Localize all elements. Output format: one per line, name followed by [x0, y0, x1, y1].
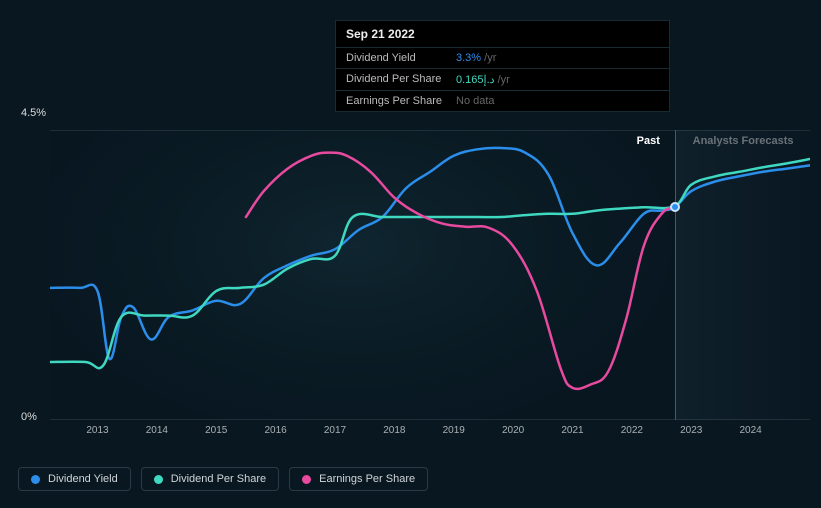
tooltip-date: Sep 21 2022 — [336, 21, 669, 48]
x-axis-tick: 2023 — [680, 425, 702, 436]
chart-lines — [50, 130, 810, 420]
x-axis-tick: 2013 — [86, 425, 108, 436]
legend-item[interactable]: Dividend Yield — [18, 467, 131, 491]
tooltip-row-value: د.إ0.165 /yr — [456, 73, 510, 86]
legend-label: Dividend Yield — [48, 473, 118, 485]
dividend-chart[interactable]: 4.5% 0% Past Analysts Forecasts 20132014… — [15, 105, 810, 435]
x-axis-tick: 2016 — [265, 425, 287, 436]
x-axis-tick: 2018 — [383, 425, 405, 436]
series-line — [50, 159, 810, 368]
tooltip-row-value: 3.3% /yr — [456, 52, 496, 64]
legend-dot-icon — [31, 475, 40, 484]
x-axis-tick: 2019 — [443, 425, 465, 436]
legend-label: Dividend Per Share — [171, 473, 266, 485]
tooltip-row: Dividend Per Shareد.إ0.165 /yr — [336, 69, 669, 91]
x-axis-tick: 2024 — [740, 425, 762, 436]
legend-item[interactable]: Dividend Per Share — [141, 467, 279, 491]
legend-item[interactable]: Earnings Per Share — [289, 467, 428, 491]
x-axis-tick: 2015 — [205, 425, 227, 436]
tooltip-row-label: Dividend Yield — [346, 52, 456, 64]
chart-legend: Dividend Yield Dividend Per Share Earnings… — [18, 467, 428, 491]
x-axis-tick: 2022 — [621, 425, 643, 436]
x-axis-tick: 2020 — [502, 425, 524, 436]
x-axis-tick: 2017 — [324, 425, 346, 436]
x-axis-tick: 2021 — [561, 425, 583, 436]
legend-dot-icon — [302, 475, 311, 484]
tooltip-row-label: Dividend Per Share — [346, 73, 456, 86]
legend-label: Earnings Per Share — [319, 473, 415, 485]
legend-dot-icon — [154, 475, 163, 484]
y-axis-min: 0% — [21, 411, 37, 423]
tooltip-row: Dividend Yield3.3% /yr — [336, 48, 669, 69]
hover-dot — [670, 202, 680, 212]
x-axis-tick: 2014 — [146, 425, 168, 436]
series-line — [246, 153, 675, 389]
series-line — [50, 148, 810, 359]
y-axis-max: 4.5% — [21, 107, 46, 119]
chart-tooltip: Sep 21 2022 Dividend Yield3.3% /yrDivide… — [335, 20, 670, 112]
plot-area: Past Analysts Forecasts 2013201420152016… — [50, 105, 810, 420]
